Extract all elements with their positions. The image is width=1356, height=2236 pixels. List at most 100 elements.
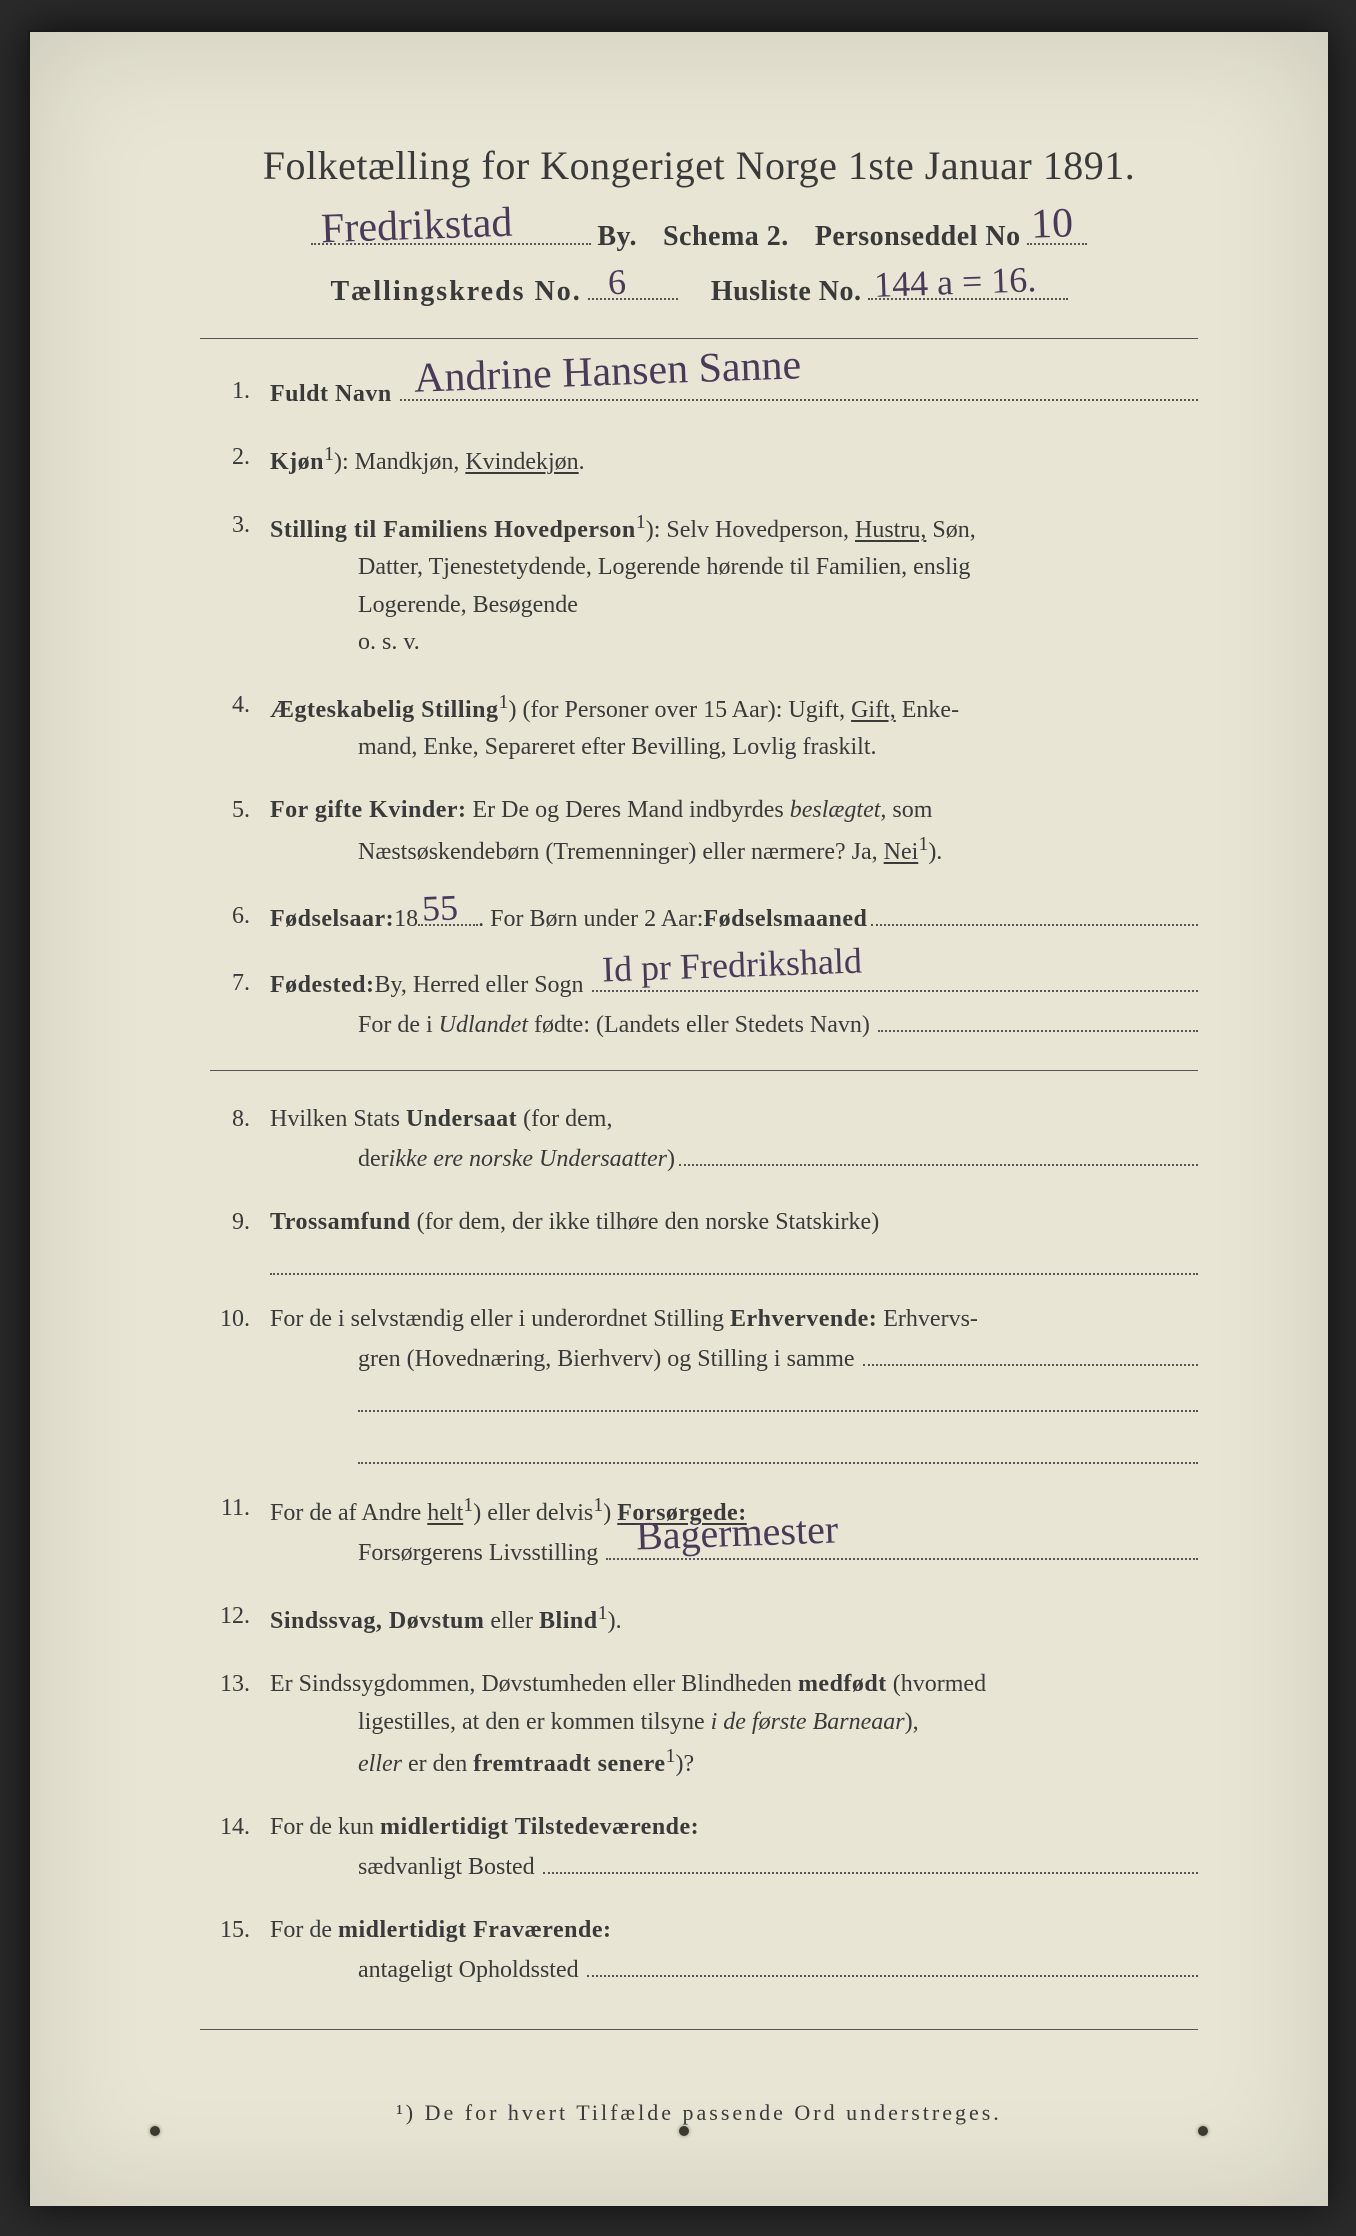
entry-continuation: antageligt Opholdssted [270, 1949, 1198, 1989]
entry-text: ), [905, 1709, 919, 1735]
entry-text: ligestilles, at den er kommen tilsyne [358, 1709, 711, 1735]
personseddel-handwriting: 10 [1030, 202, 1073, 245]
selected-option: Hustru, [855, 517, 926, 543]
footnote-ref: 1 [463, 1494, 473, 1516]
entry-num: 15. [210, 1912, 270, 1949]
entry-num: 11. [210, 1490, 270, 1527]
entry-num: 7. [210, 965, 270, 1002]
entry-4: 4. Ægteskabelig Stilling1) (for Personer… [210, 687, 1198, 766]
entry-text: antageligt Opholdssted [358, 1952, 579, 1989]
entry-bold: fremtraadt senere [473, 1751, 665, 1777]
footnote-ref: 1 [918, 833, 928, 855]
entry-text: Enke- [896, 697, 959, 723]
header-line-2: Tællingskreds No. 6 Husliste No. 144 a =… [200, 267, 1198, 309]
taellingskreds-field: 6 [588, 267, 678, 301]
entry-6: 6. Fødselsaar: 18 55 . For Børn under 2 … [210, 898, 1198, 939]
entry-num: 13. [210, 1666, 270, 1703]
entry-continuation: der ikke ere norske Undersaatter) [270, 1138, 1198, 1178]
entry-label: Ægteskabelig Stilling [270, 697, 499, 723]
entry-label: medfødt [798, 1671, 887, 1697]
entry-text: (for dem, der ikke tilhøre den norske St… [411, 1209, 880, 1235]
entry-num: 6. [210, 898, 270, 935]
entry-label: Undersaat [406, 1106, 517, 1132]
entry-13: 13. Er Sindssygdommen, Døvstumheden elle… [210, 1666, 1198, 1783]
entry-text: Er De og Deres Mand indbyrdes [467, 797, 790, 823]
entry-text: . [579, 449, 585, 475]
footnote-ref: 1 [324, 443, 334, 465]
husliste-field: 144 a = 16. [868, 267, 1068, 301]
birthyear-handwriting: 55 [422, 890, 459, 927]
entry-continuation: o. s. v. [270, 624, 1198, 661]
entry-label: Fødested: [270, 967, 374, 1004]
birthplace-handwriting: Id pr Fredrikshald [601, 934, 863, 999]
entry-continuation: gren (Hovednæring, Bierhverv) og Stillin… [270, 1339, 1198, 1379]
entry-num: 10. [210, 1301, 270, 1338]
birthmonth-field [871, 898, 1198, 927]
entry-continuation: ligestilles, at den er kommen tilsyne i … [270, 1704, 1198, 1741]
entry-text: 18 [394, 901, 418, 938]
by-label: By. [597, 221, 637, 253]
pinhole-icon [679, 2126, 689, 2136]
entry-italic: beslægtet, [790, 797, 887, 823]
footnote-ref: 1 [593, 1494, 603, 1516]
entry-text: ). [928, 839, 942, 865]
entry-italic: ikke ere norske Undersaatter [389, 1141, 667, 1178]
footer-divider [200, 2029, 1198, 2030]
entry-text: Næstsøskendebørn (Tremenninger) eller næ… [358, 839, 884, 865]
personseddel-field: 10 [1027, 211, 1087, 245]
entry-2: 2. Kjøn1): Mandkjøn, Kvindekjøn. [210, 439, 1198, 481]
entry-7: 7. Fødested: By, Herred eller Sogn Id pr… [210, 965, 1198, 1045]
entry-continuation: For de i Udlandet fødte: (Landets eller … [270, 1004, 1198, 1044]
footnote-ref: 1 [665, 1745, 675, 1767]
header-line-1: Fredrikstad By. Schema 2. Personseddel N… [200, 211, 1198, 253]
entry-label: Sindssvag, Døvstum [270, 1608, 484, 1634]
entry-text: ): Mandkjøn, [334, 449, 465, 475]
fullname-field: Andrine Hansen Sanne [400, 373, 1198, 401]
entry-text: Forsørgerens Livsstilling [358, 1535, 598, 1572]
form-header: Folketælling for Kongeriget Norge 1ste J… [200, 142, 1198, 308]
entry-text: ) eller [473, 1500, 536, 1526]
entry-text: By, Herred eller Sogn [374, 967, 583, 1004]
city-handwriting: Fredrikstad [321, 201, 514, 250]
personseddel-label: Personseddel No [815, 221, 1021, 253]
probable-residence-field [587, 1949, 1198, 1977]
fullname-handwriting: Andrine Hansen Sanne [413, 333, 802, 412]
entry-label: Fuldt Navn [270, 376, 392, 413]
entry-text: er den [408, 1751, 473, 1777]
entry-italic: i de første Barneaar [711, 1709, 905, 1735]
city-field: Fredrikstad [311, 211, 591, 245]
occupation-field-2 [358, 1384, 1198, 1412]
entry-text: delvis [536, 1500, 593, 1526]
entry-label: midlertidigt Fraværende: [338, 1917, 612, 1943]
entry-15: 15. For de midlertidigt Fraværende: anta… [210, 1912, 1198, 1989]
pinhole-icon [150, 2126, 160, 2136]
entry-text: der [358, 1141, 389, 1178]
usual-residence-field [543, 1846, 1198, 1874]
entry-num: 5. [210, 792, 270, 829]
footnote-ref: 1 [598, 1602, 608, 1624]
provider-occupation-field: Bagermester [606, 1533, 1198, 1561]
entry-num: 12. [210, 1598, 270, 1635]
entry-text: ). [608, 1608, 622, 1634]
entry-continuation: eller er den fremtraadt senere1)? [270, 1741, 1198, 1783]
entry-text: gren (Hovednæring, Bierhverv) og Stillin… [358, 1341, 855, 1378]
entry-text: Hvilken Stats [270, 1106, 406, 1132]
selected-option: Kvindekjøn [465, 449, 578, 475]
entry-label: For gifte Kvinder: [270, 797, 467, 823]
entry-text: Er Sindssygdommen, Døvstumheden eller Bl… [270, 1671, 798, 1697]
entry-text: Søn, [926, 517, 975, 543]
husliste-label: Husliste No. [711, 276, 862, 308]
entry-num: 2. [210, 439, 270, 476]
entry-num: 4. [210, 687, 270, 724]
entry-continuation: Datter, Tjenestetydende, Logerende høren… [270, 549, 1198, 586]
entry-11: 11. For de af Andre helt1) eller delvis1… [210, 1490, 1198, 1572]
form-entries: 1. Fuldt Navn Andrine Hansen Sanne 2. Kj… [200, 373, 1198, 1989]
entry-label: Kjøn [270, 449, 324, 475]
entry-9: 9. Trossamfund (for dem, der ikke tilhør… [210, 1204, 1198, 1275]
entry-continuation: sædvanligt Bosted [270, 1846, 1198, 1886]
entry-14: 14. For de kun midlertidigt Tilstedevære… [210, 1809, 1198, 1886]
entry-label-2: Blind [539, 1608, 598, 1634]
taellingskreds-label: Tællingskreds No. [330, 276, 581, 308]
entry-num: 9. [210, 1204, 270, 1241]
entry-num: 8. [210, 1101, 270, 1138]
